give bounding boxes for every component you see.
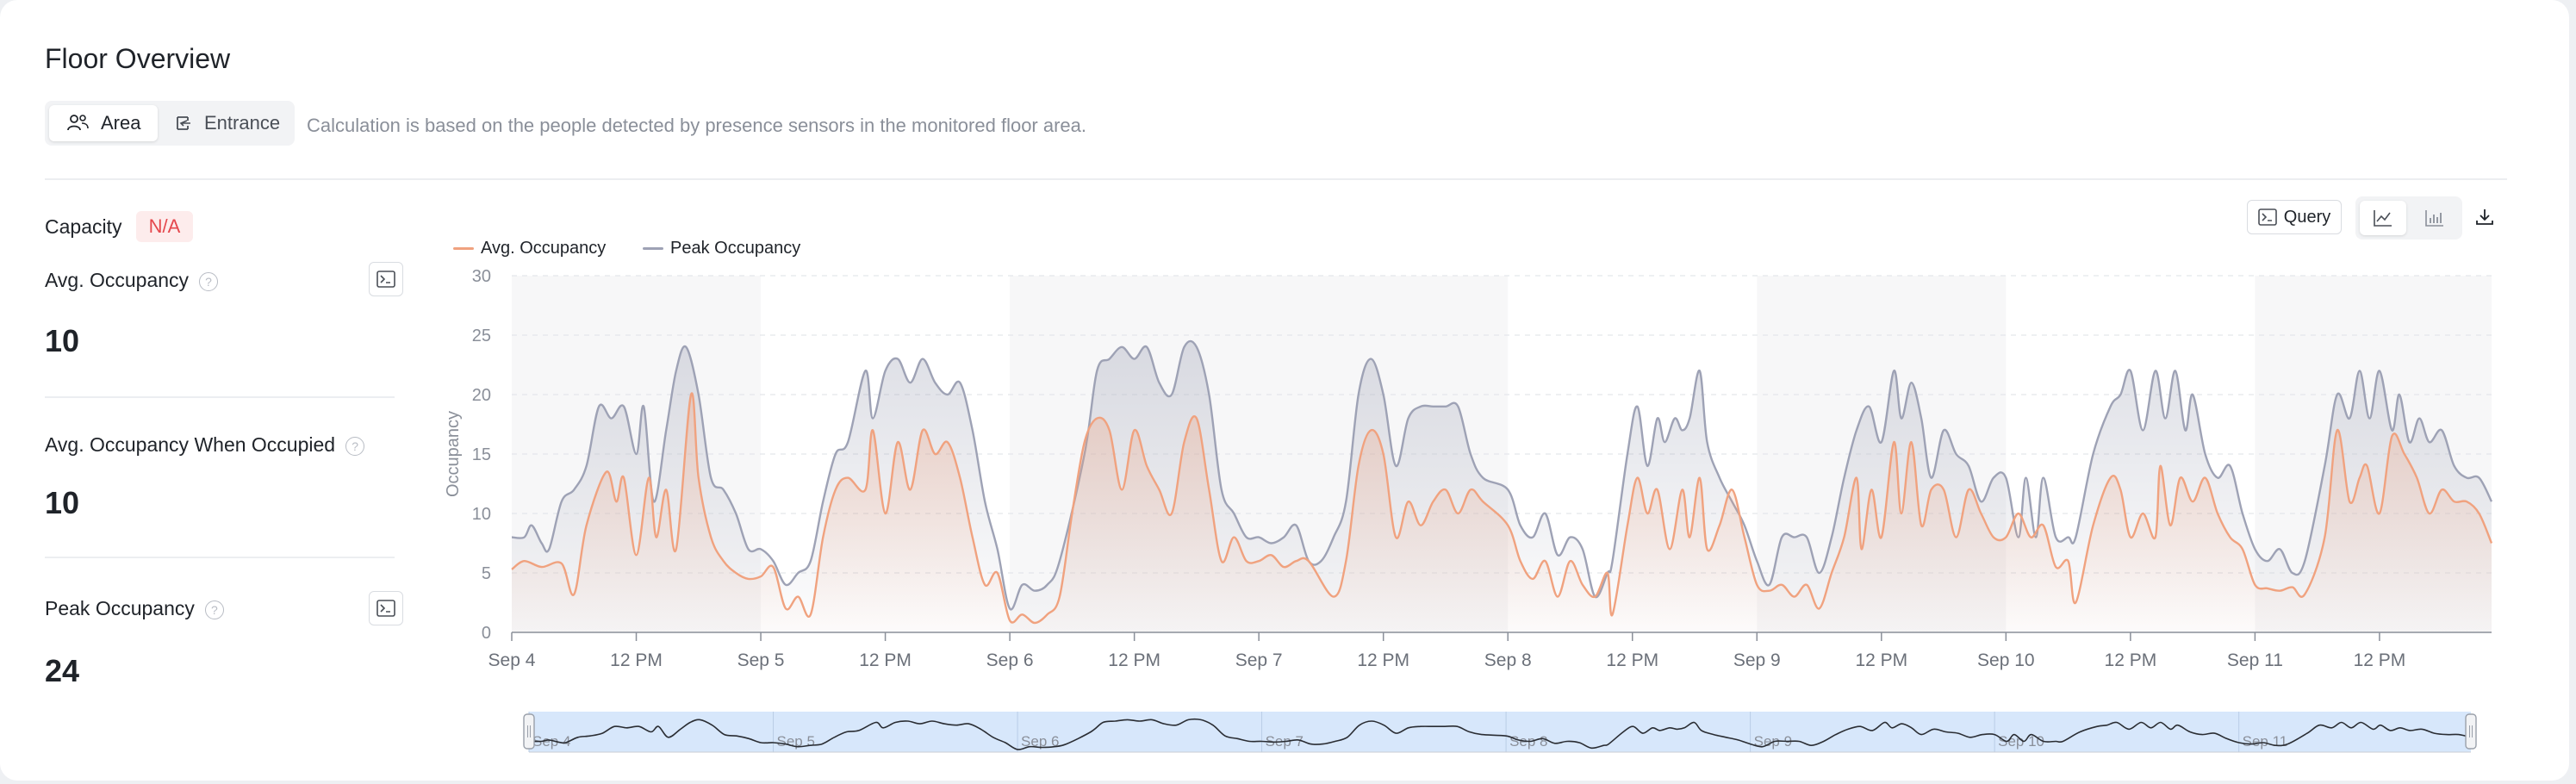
series-line-peak — [511, 339, 2493, 611]
y-tick-label: 0 — [482, 624, 491, 643]
x-tick-label: Sep 5 — [737, 650, 785, 670]
y-tick-label: 30 — [472, 267, 491, 286]
avg-occupancy-label-text: Avg. Occupancy — [45, 269, 190, 291]
header-divider — [45, 178, 2507, 180]
legend-item-peak[interactable]: Peak Occupancy — [643, 239, 800, 258]
metric-divider — [45, 557, 395, 558]
x-tick-label: Sep 8 — [1484, 650, 1532, 670]
line-view-button[interactable] — [2360, 201, 2406, 235]
avg-occupancy-when-occupied-label: Avg. Occupancy When Occupied? — [45, 433, 365, 457]
x-tick-label: 12 PM — [610, 650, 663, 670]
navigator-selection — [529, 712, 2471, 752]
entrance-icon — [177, 116, 190, 130]
peak-occupancy-value: 24 — [45, 653, 80, 688]
help-icon[interactable]: ? — [199, 271, 219, 291]
navigator-left-handle[interactable] — [523, 713, 535, 750]
terminal-icon — [376, 600, 395, 617]
x-tick-label: 12 PM — [1606, 650, 1658, 670]
terminal-icon — [376, 271, 395, 288]
mode-segmented-control: Area Entrance — [45, 101, 295, 146]
tab-entrance[interactable]: Entrance — [161, 105, 290, 141]
capacity-badge: N/A — [136, 211, 193, 242]
navigator-tick-label: Sep 10 — [1998, 733, 2044, 750]
bar-chart-icon — [2425, 210, 2443, 227]
chart-view-toggle — [2355, 196, 2462, 240]
legend-label-peak: Peak Occupancy — [670, 239, 801, 258]
peak-occupancy-label: Peak Occupancy? — [45, 597, 224, 620]
series-line-avg — [511, 392, 2493, 625]
peak-occupancy-query-button[interactable] — [369, 591, 403, 625]
help-icon[interactable]: ? — [204, 600, 224, 619]
x-tick-label: 12 PM — [1855, 650, 1907, 670]
y-tick-label: 20 — [472, 386, 491, 405]
x-tick-label: 12 PM — [1357, 650, 1409, 670]
navigator-tick-label: Sep 4 — [532, 733, 570, 750]
avg-occupancy-label: Avg. Occupancy? — [45, 269, 219, 292]
download-button[interactable] — [2469, 202, 2500, 233]
x-tick-label: 12 PM — [2105, 650, 2157, 670]
x-tick-label: Sep 10 — [1977, 650, 2035, 670]
legend-swatch-peak — [643, 247, 663, 250]
y-axis-label: Occupancy — [444, 411, 463, 497]
navigator-series-line — [528, 718, 2472, 750]
x-tick-label: 12 PM — [859, 650, 912, 670]
x-tick-label: Sep 6 — [986, 650, 1034, 670]
y-tick-label: 10 — [472, 505, 491, 524]
avg-occupancy-when-occupied-label-text: Avg. Occupancy When Occupied — [45, 433, 336, 456]
y-tick-label: 5 — [482, 564, 491, 583]
x-tick-label: Sep 11 — [2227, 650, 2283, 670]
tab-area-label: Area — [101, 112, 141, 134]
tab-entrance-label: Entrance — [204, 112, 281, 134]
y-tick-label: 25 — [472, 327, 491, 345]
y-tick-label: 15 — [472, 445, 491, 464]
terminal-icon — [2257, 208, 2277, 226]
capacity-label: Capacity — [45, 215, 122, 238]
help-icon[interactable]: ? — [345, 436, 365, 456]
x-tick-label: Sep 4 — [488, 650, 536, 670]
x-tick-label: 12 PM — [2354, 650, 2406, 670]
navigator-tick-label: Sep 6 — [1021, 733, 1059, 750]
legend-swatch-avg — [453, 247, 474, 250]
people-icon — [67, 115, 89, 131]
tab-area[interactable]: Area — [49, 105, 158, 141]
x-tick-label: Sep 9 — [1733, 650, 1781, 670]
line-chart-icon — [2374, 210, 2392, 227]
navigator-tick-label: Sep 11 — [2243, 733, 2288, 750]
query-button[interactable]: Query — [2247, 200, 2342, 234]
metric-divider — [45, 396, 395, 398]
legend-item-avg[interactable]: Avg. Occupancy — [453, 239, 606, 258]
legend-label-avg: Avg. Occupancy — [481, 239, 607, 258]
avg-occupancy-when-occupied-value: 10 — [45, 485, 80, 520]
series-area-avg — [512, 393, 2492, 632]
description-text: Calculation is based on the people detec… — [307, 115, 1087, 136]
avg-occupancy-value: 10 — [45, 323, 80, 358]
peak-occupancy-label-text: Peak Occupancy — [45, 597, 195, 619]
avg-occupancy-query-button[interactable] — [369, 262, 403, 296]
download-icon — [2476, 209, 2493, 225]
page-title: Floor Overview — [45, 43, 231, 74]
x-tick-label: Sep 7 — [1235, 650, 1283, 670]
x-tick-label: 12 PM — [1108, 650, 1160, 670]
bar-view-button[interactable] — [2411, 201, 2458, 235]
navigator-right-handle[interactable] — [2465, 713, 2477, 750]
query-button-label: Query — [2283, 207, 2331, 227]
